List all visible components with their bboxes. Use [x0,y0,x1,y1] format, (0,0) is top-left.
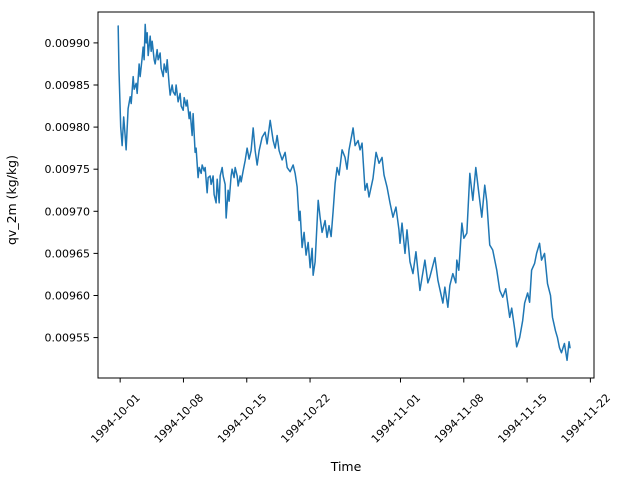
y-tick-label: 0.00970 [45,205,91,218]
y-tick-label: 0.00980 [45,121,91,134]
y-tick-label: 0.00965 [45,247,91,260]
x-tick-label: 1994-11-15 [495,391,549,445]
data-line-qv_2m [117,23,571,362]
x-tick-label: 1994-10-01 [88,391,142,445]
x-tick-label: 1994-10-22 [278,391,332,445]
series-layer [117,23,571,362]
x-tick-label: 1994-11-01 [369,391,423,445]
x-tick-label: 1994-10-08 [152,391,206,445]
x-axis-label: Time [330,459,362,474]
y-tick-label: 0.00960 [45,289,91,302]
x-tick-label: 1994-10-15 [215,391,269,445]
y-tick-label: 0.00990 [45,37,91,50]
x-tick-label: 1994-11-08 [432,391,486,445]
y-axis-label: qv_2m (kg/kg) [4,155,19,245]
x-tick-label: 1994-11-22 [559,391,613,445]
y-tick-label: 0.00975 [45,163,91,176]
plot-border [97,11,595,379]
y-tick-label: 0.00955 [45,332,91,345]
y-tick-label: 0.00985 [45,79,91,92]
